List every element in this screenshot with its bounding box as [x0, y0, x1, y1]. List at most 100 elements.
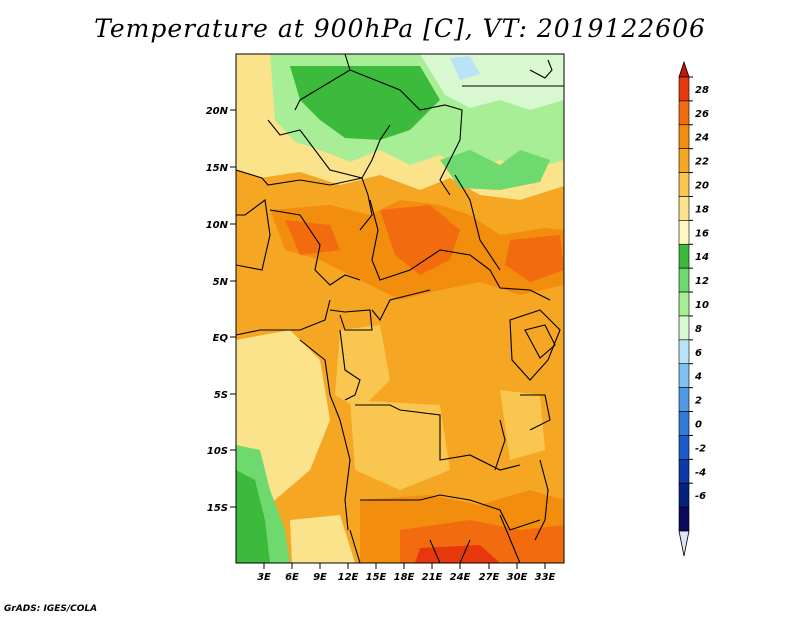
- colorbar-cell: [678, 220, 690, 245]
- colorbar-label: 0: [695, 419, 702, 430]
- lon-label-6e: 6E: [285, 572, 299, 583]
- border-southern: [349, 514, 521, 563]
- lon-label-3e: 3E: [257, 572, 271, 583]
- field-northwest-18-20: [236, 130, 282, 168]
- colorbar-label: 28: [695, 85, 709, 96]
- colorbar-cell: [678, 315, 690, 341]
- field-congo-20-22: [335, 325, 390, 410]
- lon-label-21e: 21E: [422, 572, 443, 583]
- colorbar-label: 14: [695, 252, 709, 263]
- temperature-field: [236, 54, 564, 563]
- lon-label-30e: 30E: [507, 572, 528, 583]
- lat-label-5n: 5N: [213, 277, 229, 288]
- field-northeast-12-14: [440, 150, 550, 190]
- field-southwest-14-16: [236, 470, 270, 563]
- field-central-26-28-b: [505, 235, 564, 282]
- field-south-18-20: [290, 515, 355, 563]
- lake-tanganyika: [494, 419, 506, 471]
- colorbar-cell: [678, 267, 690, 293]
- colorbar-cell: [678, 243, 690, 269]
- colorbar-cell: [678, 411, 690, 436]
- border-namibia-zambia: [360, 494, 541, 531]
- lon-axis: 3E 6E 9E 12E 15E 18E 21E 24E 27E 30E 33E: [257, 563, 556, 583]
- colorbar-label: 10: [695, 300, 709, 311]
- colorbar-cell: [678, 459, 690, 484]
- lon-label-27e: 27E: [479, 572, 500, 583]
- colorbar-cell: [678, 100, 690, 126]
- colorbar-top-arrow: [678, 60, 690, 78]
- colorbar-label: -2: [695, 443, 706, 454]
- field-north-8-10: [450, 56, 480, 80]
- border-congo: [371, 289, 431, 322]
- colorbar-cells: [678, 76, 690, 532]
- lat-label-eq: EQ: [213, 333, 229, 344]
- border-eq-guinea-gabon: [329, 309, 373, 331]
- colorbar-cell: [678, 76, 690, 102]
- field-central-26-28-c: [285, 220, 340, 255]
- grads-credit: GrADS: IGES/COLA: [4, 604, 98, 614]
- lat-axis: 20N 15N 10N 5N EQ 5S 10S 15S: [206, 106, 236, 514]
- colorbar-label: -6: [695, 491, 706, 502]
- colorbar-cell: [678, 196, 690, 221]
- colorbar-cell: [678, 363, 690, 388]
- border-gabon-south: [339, 329, 361, 401]
- colorbar-cell: [678, 291, 690, 317]
- border-cameroon: [269, 209, 361, 286]
- lon-label-18e: 18E: [394, 572, 415, 583]
- colorbar-cell: [678, 339, 690, 365]
- colorbar-label: 18: [695, 204, 709, 215]
- border-libya-chad: [294, 54, 463, 196]
- colorbar-cell: [678, 387, 690, 412]
- field-south-28-plus: [415, 545, 500, 563]
- lon-label-24e: 24E: [450, 572, 471, 583]
- border-angola-drc: [355, 404, 521, 471]
- lake-victoria: [524, 324, 556, 359]
- colorbar-label: 12: [695, 276, 709, 287]
- colorbar-label: -4: [695, 467, 706, 478]
- coastline-west: [236, 299, 351, 531]
- lat-label-5s: 5S: [214, 390, 228, 401]
- coast-red-sea: [529, 59, 553, 79]
- field-central-26-28-a: [380, 205, 460, 275]
- lat-label-15s: 15S: [207, 503, 228, 514]
- map-frame: [235, 53, 565, 564]
- border-tanzania: [520, 394, 551, 431]
- colorbar-label: 20: [695, 181, 709, 192]
- colorbar-label: 4: [694, 372, 702, 383]
- lon-label-9e: 9E: [313, 572, 327, 583]
- border-car: [369, 199, 551, 301]
- colorbar-cell: [678, 148, 690, 173]
- colorbar-label: 6: [695, 348, 702, 359]
- map-title: Temperature at 900hPa [C], VT: 201912260…: [94, 14, 706, 43]
- country-borders: [236, 54, 564, 563]
- border-sudan: [454, 174, 501, 271]
- colorbar-label: 22: [695, 157, 709, 168]
- border-uganda-kenya: [509, 309, 561, 381]
- colorbar-cell: [678, 506, 690, 532]
- lon-label-33e: 33E: [535, 572, 556, 583]
- border-benin-togo: [236, 199, 271, 271]
- colorbar-cell: [678, 435, 690, 460]
- border-nigeria-north: [236, 169, 373, 231]
- field-east-20-22: [500, 390, 545, 460]
- colorbar-cell: [678, 482, 690, 508]
- colorbar-label: 8: [695, 324, 702, 335]
- colorbar-bottom-arrow: [678, 530, 690, 557]
- field-north-14-16: [290, 66, 440, 140]
- lon-label-12e: 12E: [338, 572, 359, 583]
- lon-label-15e: 15E: [366, 572, 387, 583]
- colorbar-cell: [678, 172, 690, 197]
- lat-label-10n: 10N: [206, 220, 229, 231]
- colorbar-label: 24: [695, 133, 709, 144]
- border-niger: [267, 119, 391, 179]
- colorbar-cell: [678, 124, 690, 149]
- lat-label-20n: 20N: [206, 106, 229, 117]
- lake-malawi: [534, 459, 549, 541]
- colorbar-label: 26: [695, 109, 709, 120]
- lat-label-10s: 10S: [207, 446, 228, 457]
- colorbar-label: 2: [695, 396, 702, 407]
- colorbar-label: 16: [695, 228, 709, 239]
